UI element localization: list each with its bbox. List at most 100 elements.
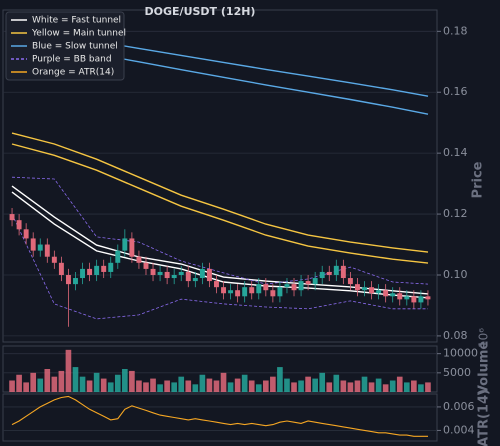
volume-bar <box>333 374 340 392</box>
candle-body <box>347 278 353 285</box>
volume-bar <box>312 378 318 392</box>
candle-body <box>390 293 396 297</box>
volume-bar <box>354 380 361 392</box>
volume-bar <box>93 372 100 392</box>
volume-bar <box>58 370 65 392</box>
candle-body <box>122 238 128 251</box>
candle-body <box>284 284 290 288</box>
candle-body <box>178 271 184 275</box>
volume-bar <box>425 382 431 392</box>
volume-bar <box>23 382 29 392</box>
volume-bar <box>16 374 22 392</box>
candle-body <box>185 271 191 282</box>
volume-bar <box>368 382 375 392</box>
candle-body <box>291 284 297 291</box>
legend-box <box>5 11 125 81</box>
candle-body <box>115 250 121 263</box>
candle-body <box>80 268 86 279</box>
legend-label: Blue = Slow tunnel <box>32 42 118 52</box>
candle-body <box>362 287 367 291</box>
candle-body <box>150 268 156 275</box>
legend-label: Yellow = Main tunnel <box>31 29 126 39</box>
candle-body <box>30 238 36 251</box>
volume-bar <box>241 374 248 392</box>
candle-body <box>221 287 226 294</box>
y-axis-label: Price <box>471 161 486 198</box>
candle-body <box>277 287 283 297</box>
candle-body <box>51 256 57 263</box>
candle-body <box>171 274 177 279</box>
volume-bar <box>284 378 290 392</box>
volume-bar <box>277 367 283 392</box>
band-line <box>11 143 429 264</box>
volume-bar <box>51 376 58 392</box>
candle-body <box>397 293 403 300</box>
atr-line <box>11 395 428 437</box>
volume-bar <box>340 380 347 392</box>
volume-bar <box>326 382 333 392</box>
legend-label: Orange = ATR(14) <box>32 68 114 78</box>
candle-body <box>312 278 318 285</box>
volume-bar <box>305 376 311 392</box>
volume-bar <box>248 380 255 392</box>
volume-bar <box>72 367 79 392</box>
volume-bar <box>298 380 304 392</box>
volume-bar <box>403 382 410 392</box>
candle-body <box>58 262 64 275</box>
y-tick-label: 0.08 <box>443 329 468 342</box>
y-tick-label: 0.12 <box>443 207 468 220</box>
candle-body <box>157 271 163 275</box>
candle-body <box>235 290 241 297</box>
volume-bar <box>206 378 213 392</box>
candle-body <box>376 290 382 294</box>
candle-body <box>340 265 346 279</box>
volume-bar <box>114 374 121 392</box>
candle-body <box>263 284 269 291</box>
volume-bar <box>37 378 44 392</box>
candle-body <box>354 284 360 291</box>
candle-body <box>249 287 255 294</box>
volume-bar <box>227 382 234 392</box>
volume-bar <box>9 380 15 392</box>
volume-bar <box>255 384 262 392</box>
candle-body <box>199 268 205 279</box>
candle-body <box>404 296 410 300</box>
candle-body <box>23 229 29 239</box>
atr-panel <box>2 393 438 442</box>
volume-bar <box>157 384 163 392</box>
candle-body <box>101 265 107 272</box>
band-line <box>11 176 429 285</box>
candle-body <box>418 296 424 303</box>
volume-bar <box>129 370 135 392</box>
y-tick-label: 0.006 <box>443 400 475 413</box>
candle-body <box>37 244 43 251</box>
candle-body <box>383 290 389 297</box>
candle-body <box>129 238 135 257</box>
candle-body <box>411 296 417 303</box>
volume-bar <box>185 380 192 392</box>
candle-body <box>164 271 170 279</box>
candle-body <box>326 271 332 275</box>
candle-body <box>65 274 71 285</box>
candle-body <box>298 281 304 291</box>
volume-bar <box>44 369 51 392</box>
chart-title: DOGE/USDT (12H) <box>145 5 256 18</box>
candle-body <box>16 220 22 230</box>
volume-bar <box>143 382 149 392</box>
volume-bar <box>122 369 128 392</box>
legend-label: White = Fast tunnel <box>32 16 121 26</box>
candle-body <box>242 287 248 297</box>
volume-bar <box>389 380 396 392</box>
volume-bar <box>270 376 276 392</box>
volume-bar <box>418 384 424 392</box>
volume-bar <box>382 384 389 392</box>
candle-body <box>87 268 93 275</box>
volume-bar <box>150 378 156 392</box>
volume-bar <box>411 380 417 392</box>
volume-bar <box>30 372 37 392</box>
candle-body <box>214 281 219 288</box>
candle-body <box>94 265 100 275</box>
y-tick-label: 0.10 <box>443 268 468 281</box>
volume-bar <box>65 349 72 392</box>
